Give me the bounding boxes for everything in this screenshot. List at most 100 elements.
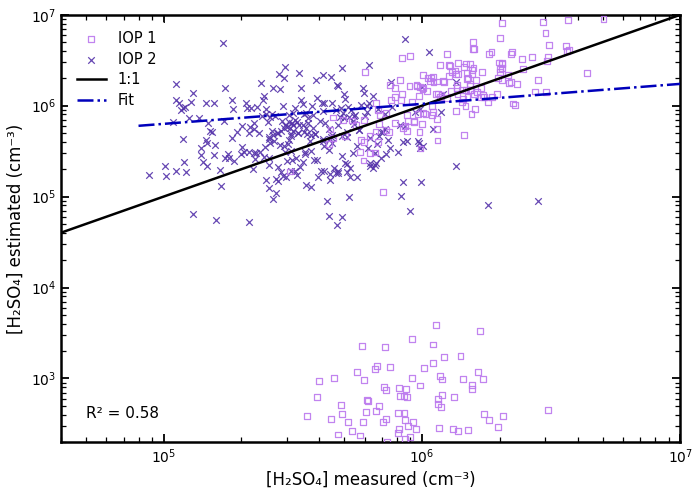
IOP 1 bbox=[396, 90, 407, 98]
IOP 1 bbox=[542, 53, 554, 61]
IOP 1 bbox=[374, 120, 385, 128]
IOP 1 bbox=[436, 91, 447, 99]
IOP 2 bbox=[175, 106, 186, 114]
IOP 1 bbox=[433, 424, 444, 432]
IOP 1 bbox=[428, 78, 439, 86]
IOP 2 bbox=[279, 122, 290, 129]
IOP 1 bbox=[399, 122, 410, 130]
IOP 2 bbox=[284, 111, 295, 119]
IOP 1 bbox=[381, 386, 392, 394]
IOP 1 bbox=[356, 135, 367, 143]
IOP 2 bbox=[351, 174, 363, 182]
IOP 1 bbox=[382, 438, 393, 446]
IOP 1 bbox=[406, 98, 417, 106]
IOP 1 bbox=[413, 92, 424, 100]
IOP 1 bbox=[415, 83, 426, 91]
IOP 2 bbox=[235, 150, 246, 158]
Fit bbox=[136, 123, 144, 128]
IOP 1 bbox=[503, 79, 514, 87]
IOP 1 bbox=[475, 93, 486, 101]
IOP 2 bbox=[167, 118, 178, 126]
IOP 2 bbox=[290, 104, 301, 112]
Line: Fit: Fit bbox=[139, 84, 680, 126]
IOP 1 bbox=[403, 452, 414, 460]
IOP 1 bbox=[394, 75, 405, 83]
IOP 2 bbox=[416, 178, 427, 186]
IOP 2 bbox=[171, 80, 182, 88]
IOP 2 bbox=[306, 131, 317, 139]
IOP 1 bbox=[417, 70, 428, 78]
IOP 1 bbox=[442, 50, 453, 58]
IOP 1 bbox=[441, 94, 452, 102]
IOP 2 bbox=[259, 92, 270, 100]
IOP 1 bbox=[332, 431, 344, 438]
IOP 1 bbox=[395, 392, 406, 400]
IOP 1 bbox=[437, 391, 448, 399]
IOP 1 bbox=[370, 407, 382, 415]
IOP 1 bbox=[439, 78, 450, 86]
IOP 2 bbox=[305, 184, 316, 191]
IOP 2 bbox=[275, 168, 286, 176]
IOP 2 bbox=[237, 122, 248, 130]
IOP 1 bbox=[467, 38, 478, 46]
IOP 2 bbox=[342, 168, 353, 176]
IOP 1 bbox=[450, 107, 461, 115]
IOP 2 bbox=[393, 148, 404, 156]
IOP 2 bbox=[243, 129, 254, 137]
IOP 2 bbox=[482, 201, 493, 209]
IOP 1 bbox=[404, 52, 415, 60]
IOP 2 bbox=[359, 89, 370, 97]
IOP 1 bbox=[435, 372, 446, 380]
IOP 2 bbox=[286, 167, 297, 175]
IOP 2 bbox=[287, 127, 298, 135]
IOP 2 bbox=[354, 126, 365, 134]
Fit bbox=[591, 87, 599, 93]
IOP 2 bbox=[438, 90, 449, 98]
IOP 2 bbox=[339, 90, 350, 98]
IOP 2 bbox=[236, 143, 247, 151]
IOP 2 bbox=[344, 173, 356, 181]
IOP 1 bbox=[530, 87, 541, 95]
IOP 2 bbox=[332, 81, 343, 89]
IOP 2 bbox=[374, 132, 385, 140]
IOP 2 bbox=[201, 99, 212, 107]
Fit bbox=[466, 97, 475, 103]
IOP 2 bbox=[367, 164, 378, 172]
IOP 1 bbox=[406, 374, 417, 382]
IOP 2 bbox=[350, 111, 361, 119]
IOP 1 bbox=[452, 81, 463, 89]
IOP 1 bbox=[337, 116, 348, 124]
IOP 2 bbox=[309, 130, 321, 138]
IOP 1 bbox=[340, 132, 351, 140]
IOP 1 bbox=[472, 368, 483, 376]
IOP 1 bbox=[468, 46, 480, 54]
IOP 2 bbox=[414, 144, 425, 152]
IOP 1 bbox=[456, 86, 468, 94]
IOP 1 bbox=[363, 397, 374, 405]
IOP 2 bbox=[379, 124, 390, 132]
IOP 2 bbox=[410, 108, 421, 116]
IOP 2 bbox=[144, 91, 155, 99]
IOP 2 bbox=[209, 151, 220, 159]
IOP 2 bbox=[264, 133, 275, 141]
IOP 1 bbox=[328, 374, 339, 382]
IOP 2 bbox=[250, 155, 261, 163]
Fit bbox=[457, 98, 466, 104]
IOP 2 bbox=[160, 162, 171, 170]
IOP 1 bbox=[402, 422, 413, 430]
IOP 1 bbox=[342, 418, 354, 426]
IOP 2 bbox=[338, 109, 349, 117]
IOP 2 bbox=[348, 113, 359, 121]
IOP 2 bbox=[317, 107, 328, 115]
IOP 2 bbox=[292, 171, 303, 179]
Fit bbox=[134, 123, 143, 129]
IOP 1 bbox=[390, 93, 401, 101]
IOP 2 bbox=[324, 125, 335, 133]
IOP 2 bbox=[381, 150, 392, 158]
IOP 2 bbox=[344, 113, 355, 121]
IOP 2 bbox=[290, 154, 301, 162]
IOP 2 bbox=[228, 105, 239, 113]
IOP 1 bbox=[484, 416, 495, 424]
IOP 1 bbox=[462, 74, 473, 82]
IOP 2 bbox=[363, 144, 374, 152]
